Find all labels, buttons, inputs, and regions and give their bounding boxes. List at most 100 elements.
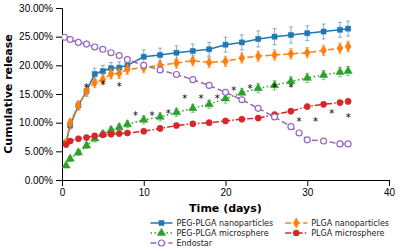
series-marker	[223, 42, 228, 47]
legend-marker	[293, 230, 299, 236]
series-marker	[174, 58, 180, 68]
series-marker	[173, 122, 179, 128]
error-bar-cap	[289, 42, 293, 43]
series-marker	[272, 114, 278, 120]
series-marker	[296, 130, 302, 136]
series-marker	[256, 36, 261, 41]
series-marker	[124, 57, 130, 63]
y-axis: 0.00%5.00%10.00%15.00%20.00%25.00%30.00%	[19, 3, 62, 186]
error-bar-cap	[346, 75, 350, 76]
series-marker	[124, 64, 130, 74]
series-marker	[337, 141, 343, 147]
annotation: *	[297, 116, 302, 127]
plot: 0102030400.00%5.00%10.00%15.00%20.00%25.…	[2, 3, 395, 248]
error-bar-cap	[207, 108, 211, 109]
series-marker	[83, 134, 89, 140]
annotation: *	[182, 93, 187, 104]
series-marker	[207, 47, 212, 52]
error-bar-cap	[240, 34, 244, 35]
series-marker	[288, 124, 294, 130]
series-marker	[84, 41, 90, 47]
series-marker	[304, 48, 310, 58]
annotation: *	[149, 110, 154, 121]
series-line	[66, 29, 348, 143]
error-bar-cap	[142, 49, 146, 50]
series-marker	[288, 49, 294, 59]
y-tick-mark	[56, 65, 62, 66]
series-marker	[141, 63, 147, 73]
error-bar-cap	[224, 52, 228, 53]
y-tick-mark	[56, 151, 62, 152]
legend-label: PLGA nanoparticles	[311, 219, 389, 228]
error-bar-cap	[305, 82, 309, 83]
x-tick-mark	[226, 180, 227, 186]
error-bar-cap	[174, 116, 178, 117]
x-tick-mark	[389, 180, 390, 186]
legend-label: Endostar	[176, 239, 212, 248]
error-bar-cap	[207, 42, 211, 43]
series-marker	[272, 50, 278, 60]
series-marker	[205, 100, 213, 107]
series-marker	[337, 43, 343, 53]
error-bar-cap	[256, 46, 260, 47]
error-bar-cap	[158, 120, 162, 121]
error-bar-cap	[142, 123, 146, 124]
series-marker	[206, 120, 212, 126]
error-bar-cap	[207, 56, 211, 57]
y-tick-label: 30.00%	[19, 3, 53, 14]
series-marker	[108, 69, 114, 79]
series-marker	[115, 122, 123, 129]
error-bar-cap	[322, 38, 326, 39]
y-tick: 15.00%	[19, 89, 62, 100]
series-marker	[190, 77, 196, 83]
series-marker	[116, 53, 122, 59]
series-line	[66, 71, 348, 166]
y-tick-label: 15.00%	[19, 89, 53, 100]
series	[63, 98, 351, 147]
series-marker	[67, 138, 73, 144]
error-bar-cap	[305, 40, 309, 41]
series-marker	[173, 72, 179, 78]
series-marker	[66, 154, 74, 161]
series-marker	[346, 26, 351, 31]
error-bar-cap	[338, 76, 342, 77]
annotation: *	[133, 110, 138, 121]
series-marker	[116, 130, 122, 136]
annotation: *	[329, 108, 334, 119]
series	[62, 66, 352, 168]
legend-item: PEG-PLGA nanoparticles	[150, 219, 273, 228]
series-marker	[321, 101, 327, 107]
y-tick: 20.00%	[19, 60, 62, 71]
error-bar-cap	[305, 25, 309, 26]
error-bar-cap	[322, 24, 326, 25]
series-marker	[156, 112, 164, 119]
error-bars	[64, 66, 350, 167]
series-marker	[223, 89, 229, 95]
error-bar-cap	[174, 45, 178, 46]
series-marker	[141, 128, 147, 134]
x-tick-label: 40	[384, 187, 396, 198]
series-marker	[345, 41, 351, 51]
y-tick-mark	[56, 8, 62, 9]
error-bar-cap	[101, 65, 105, 66]
series-marker	[67, 118, 73, 128]
legend-item: Endostar	[150, 239, 212, 248]
y-tick: 5.00%	[25, 146, 62, 157]
error-bar-cap	[346, 21, 350, 22]
series-marker	[337, 27, 342, 32]
x-axis-line	[63, 181, 390, 187]
series-marker	[74, 148, 82, 155]
y-tick-mark	[56, 37, 62, 38]
error-bars	[64, 41, 350, 145]
error-bar-cap	[117, 61, 121, 62]
series-marker	[345, 141, 351, 147]
annotation: *	[288, 82, 293, 93]
series-marker	[319, 70, 327, 77]
x-axis: 010203040	[60, 180, 396, 198]
annotation: *	[313, 116, 318, 127]
series-marker	[82, 141, 90, 148]
series-marker	[108, 50, 114, 56]
series-line	[64, 37, 348, 144]
error-bar-cap	[158, 48, 162, 49]
error-bar-cap	[109, 62, 113, 63]
